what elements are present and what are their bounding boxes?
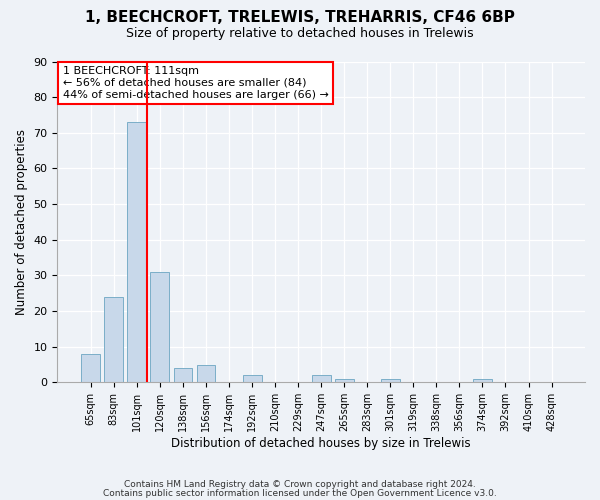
- Bar: [151, 272, 169, 382]
- Text: 1 BEECHCROFT: 111sqm
← 56% of detached houses are smaller (84)
44% of semi-detac: 1 BEECHCROFT: 111sqm ← 56% of detached h…: [62, 66, 329, 100]
- Bar: [473, 379, 492, 382]
- Text: Contains HM Land Registry data © Crown copyright and database right 2024.: Contains HM Land Registry data © Crown c…: [124, 480, 476, 489]
- Bar: [82, 354, 100, 382]
- Bar: [104, 297, 124, 382]
- Bar: [127, 122, 146, 382]
- Bar: [335, 379, 353, 382]
- X-axis label: Distribution of detached houses by size in Trelewis: Distribution of detached houses by size …: [172, 437, 471, 450]
- Text: Size of property relative to detached houses in Trelewis: Size of property relative to detached ho…: [126, 28, 474, 40]
- Bar: [173, 368, 193, 382]
- Bar: [197, 364, 215, 382]
- Text: Contains public sector information licensed under the Open Government Licence v3: Contains public sector information licen…: [103, 488, 497, 498]
- Bar: [242, 375, 262, 382]
- Y-axis label: Number of detached properties: Number of detached properties: [15, 129, 28, 315]
- Text: 1, BEECHCROFT, TRELEWIS, TREHARRIS, CF46 6BP: 1, BEECHCROFT, TRELEWIS, TREHARRIS, CF46…: [85, 10, 515, 25]
- Bar: [312, 375, 331, 382]
- Bar: [381, 379, 400, 382]
